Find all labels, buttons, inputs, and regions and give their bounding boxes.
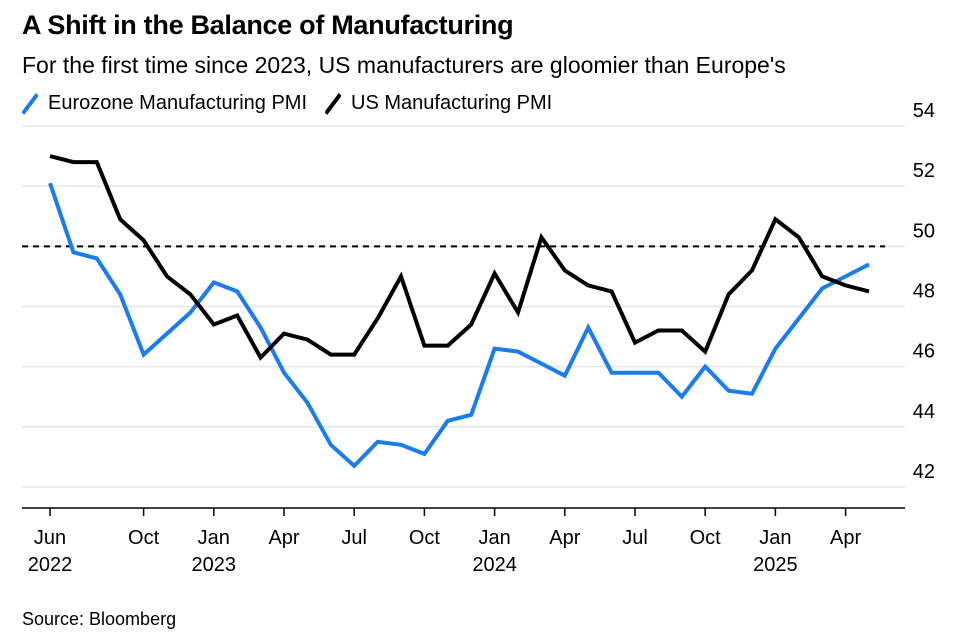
x-tick-label-2024-07: Jul <box>622 527 648 549</box>
x-tick-label-2024-10: Oct <box>690 527 722 549</box>
x-tick-label-2022-10: Oct <box>128 527 160 549</box>
legend-item-eurozone: Eurozone Manufacturing PMI <box>22 92 307 115</box>
x-tick-label-2024-01: Jan <box>478 527 510 549</box>
x-tick-label-2023-10: Oct <box>409 527 441 549</box>
x-tick-label-2022-06: Jun <box>34 527 66 549</box>
x-tick-label-2025-01: Jan <box>759 527 791 549</box>
x-tick-year-2024: 2024 <box>472 554 517 576</box>
series-lines <box>48 154 870 469</box>
y-tick-label-52: 52 <box>913 160 935 182</box>
series-line-eurozone <box>48 182 870 469</box>
y-tick-label-42: 42 <box>913 461 935 483</box>
legend-item-us: US Manufacturing PMI <box>325 92 552 115</box>
y-axis-ticks: 42 44 46 48 50 52 54 <box>913 100 935 483</box>
y-tick-label-46: 46 <box>913 341 935 363</box>
chart-title: A Shift in the Balance of Manufacturing <box>22 10 514 40</box>
y-tick-label-50: 50 <box>913 220 935 242</box>
x-tick-year-2022: 2022 <box>28 554 73 576</box>
source-note: Source: Bloomberg <box>22 609 177 629</box>
x-tick-label-2023-01: Jan <box>198 527 230 549</box>
series-line-us <box>49 154 870 361</box>
x-tick-label-2023-04: Apr <box>268 527 299 549</box>
legend: Eurozone Manufacturing PMI US Manufactur… <box>22 92 570 115</box>
y-tick-label-48: 48 <box>913 280 935 302</box>
legend-label-eurozone: Eurozone Manufacturing PMI <box>48 92 308 114</box>
legend-swatch-us <box>325 92 342 115</box>
legend-label-us: US Manufacturing PMI <box>351 92 553 114</box>
x-tick-year-2025: 2025 <box>753 554 798 576</box>
x-axis-ticks: Jun 2022 Oct Jan 2023 Apr Jul Oct Jan 2024 Apr Jul O… <box>28 508 862 576</box>
y-tick-label-44: 44 <box>913 401 935 423</box>
x-tick-year-2023: 2023 <box>192 554 237 576</box>
legend-swatch-eurozone <box>22 92 38 115</box>
x-tick-label-2024-04: Apr <box>549 527 580 549</box>
x-tick-label-2023-07: Jul <box>341 527 367 549</box>
chart-subtitle: For the first time since 2023, US manufa… <box>22 52 786 78</box>
y-tick-label-54: 54 <box>913 100 935 122</box>
x-tick-label-2025-04: Apr <box>830 527 861 549</box>
gridlines <box>22 125 905 488</box>
